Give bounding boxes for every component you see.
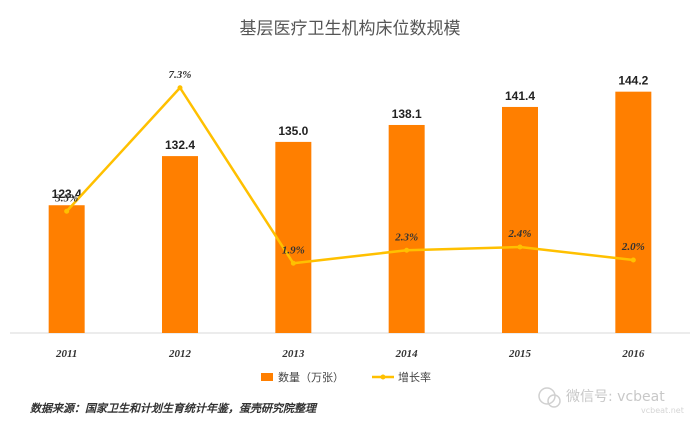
watermark-subtext: vcbeat.net [641, 406, 684, 415]
source-note: 数据来源：国家卫生和计划生育统计年鉴，蛋壳研究院整理 [30, 402, 318, 415]
x-tick-2016: 2016 [621, 348, 645, 360]
legend-swatch-rate-dot [380, 374, 386, 380]
bar-value-label-2012: 132.4 [165, 138, 195, 152]
legend-swatch-count [261, 373, 273, 381]
watermark: 微信号: vcbeat vcbeat.net [538, 387, 684, 415]
growth-rate-label-2016: 2.0% [621, 241, 645, 253]
bar-2012 [162, 156, 198, 333]
growth-rate-label-2012: 7.3% [169, 69, 192, 81]
bar-2015 [502, 106, 538, 334]
bar-2014 [388, 124, 425, 333]
bar-value-label-2013: 135.0 [278, 124, 308, 138]
legend-label-rate: 增长率 [398, 370, 431, 384]
growth-rate-label-2015: 2.4% [508, 228, 532, 240]
growth-rate-label-2011: 3.5% [54, 192, 78, 204]
x-tick-2015: 2015 [508, 348, 532, 360]
x-tick-2014: 2014 [395, 348, 419, 360]
bar-value-label-2016: 144.2 [618, 74, 648, 88]
growth-rate-label-2014: 2.3% [394, 231, 418, 243]
bar-2013 [275, 141, 312, 333]
growth-rate-line [65, 86, 634, 265]
x-tick-2012: 2012 [168, 348, 192, 360]
x-tick-2011: 2011 [55, 348, 77, 360]
bar-2011 [48, 205, 85, 333]
bar-2016 [615, 91, 652, 333]
bar-value-label-2011: 123.4 [52, 187, 82, 201]
chart-title: 基层医疗卫生机构床位数规模 [240, 19, 461, 39]
growth-rate-point-2013 [290, 260, 296, 266]
legend: 数量（万张） 增长率 [261, 370, 431, 384]
bar-series: 123.4 132.4 135.0 138.1 141.4 144.2 [48, 74, 652, 334]
growth-rate-point-2016 [630, 257, 636, 263]
growth-rate-point-2015 [517, 244, 523, 250]
x-tick-2013: 2013 [281, 348, 305, 360]
bar-value-label-2014: 138.1 [392, 107, 422, 121]
growth-rate-point-2011 [64, 208, 70, 214]
legend-label-count: 数量（万张） [278, 371, 344, 384]
x-tick-labels: 2011 2012 2013 2014 2015 2016 [55, 348, 645, 360]
growth-rate-series: 3.5% 7.3% 1.9% 2.3% 2.4% 2.0% [54, 69, 645, 266]
growth-rate-point-2014 [404, 247, 410, 253]
watermark-text: 微信号: vcbeat [566, 389, 665, 405]
wechat-logo-icon-inner [547, 394, 561, 408]
wechat-logo-icon [538, 387, 556, 405]
growth-rate-label-2013: 1.9% [282, 244, 305, 256]
bar-value-label-2015: 141.4 [505, 89, 535, 103]
growth-rate-point-2012 [177, 85, 183, 91]
